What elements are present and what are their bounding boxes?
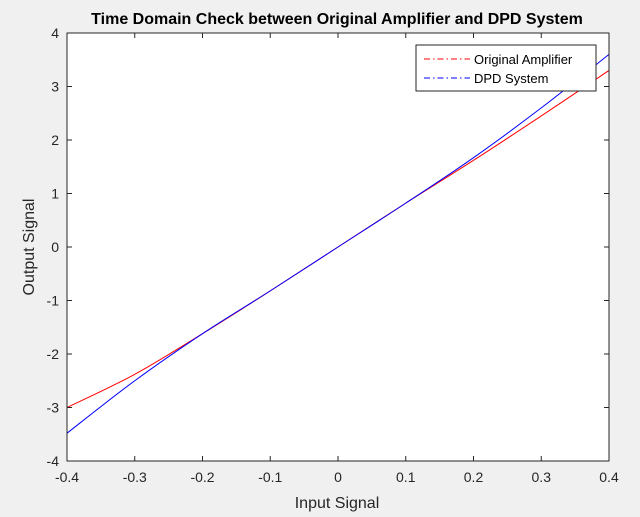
y-axis-label: Output Signal (21, 199, 38, 296)
legend-label-0: Original Amplifier (474, 52, 573, 67)
chart-title: Time Domain Check between Original Ampli… (91, 11, 583, 28)
x-tick-label: -0.2 (190, 469, 214, 485)
x-tick-label: -0.4 (55, 469, 79, 485)
y-tick-label: 1 (51, 186, 59, 202)
x-tick-label: 0.3 (532, 469, 552, 485)
y-tick-label: 3 (51, 79, 59, 95)
series-layer (66, 54, 610, 434)
plot-axes: -0.4 -0.3 -0.2 -0.1 0 0.1 0.2 0.3 0.4 -4 -3 -2 -1 0 1 2… (47, 25, 619, 485)
legend[interactable]: Original Amplifier DPD System (415, 44, 597, 92)
y-tick-label: -2 (47, 346, 60, 362)
y-tick-label: -3 (47, 400, 60, 416)
x-tick-label: 0.1 (396, 469, 416, 485)
y-tick-label: -4 (47, 453, 60, 469)
legend-label-1: DPD System (474, 71, 548, 86)
x-tick-label: -0.1 (258, 469, 282, 485)
y-tick-label: -1 (47, 293, 60, 309)
y-tick-label: 2 (51, 132, 59, 148)
series-line-1 (66, 54, 610, 434)
tick-layer: -0.4 -0.3 -0.2 -0.1 0 0.1 0.2 0.3 0.4 -4 -3 -2 -1 0 1 2… (47, 25, 619, 485)
legend-items: Original Amplifier DPD System (424, 52, 573, 86)
y-tick-label: 4 (51, 25, 59, 41)
legend-box (415, 44, 597, 92)
x-tick-label: -0.3 (123, 469, 147, 485)
x-tick-label: 0 (334, 469, 342, 485)
y-tick-label: 0 (51, 239, 59, 255)
x-tick-label: 0.4 (599, 469, 619, 485)
x-tick-label: 0.2 (464, 469, 484, 485)
x-axis-label: Input Signal (295, 495, 380, 512)
